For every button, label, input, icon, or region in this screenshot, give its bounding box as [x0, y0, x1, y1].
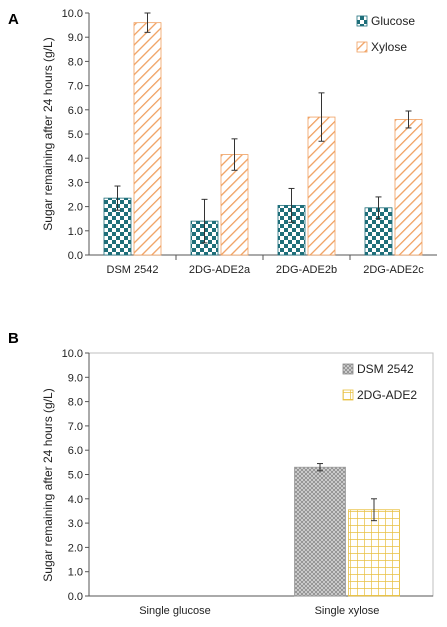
legend-label-2dg-ade2: 2DG-ADE2: [357, 388, 417, 402]
error-bar-glucose-2dg-ade2a: [201, 198, 208, 244]
panel-a-y-tick-label: 6.0: [68, 105, 83, 117]
panel-b-y-tick-label: 10.0: [62, 348, 83, 360]
bar-xylose-2dg-ade2a: [220, 154, 249, 256]
panel-b-y-tick-label: 7.0: [68, 421, 83, 433]
error-bar-2dg-ade2-single-xylose: [371, 498, 377, 522]
error-bar-xylose-2dg-ade2b: [318, 92, 325, 142]
panel-b-y-tick-label: 6.0: [68, 445, 83, 457]
legend-swatch-xylose: [356, 41, 368, 53]
legend-label-xylose: Xylose: [371, 40, 407, 54]
error-bar-xylose-2dg-ade2a: [231, 138, 238, 171]
legend-swatch-2dg-ade2: [342, 389, 354, 401]
panel-a-legend: Glucose Xylose: [356, 14, 415, 54]
legend-label-dsm-2542: DSM 2542: [357, 362, 414, 376]
bar-xylose-2dg-ade2c: [394, 119, 423, 256]
panel-a-y-tick-label: 2.0: [68, 202, 83, 214]
bar-xylose-dsm-2542: [133, 22, 162, 256]
panel-a: A Sugar remaining after 24 hours (g/L) 0…: [8, 8, 437, 276]
panel-a-x-tick-label: 2DG-ADE2b: [276, 264, 337, 276]
error-bar-glucose-dsm-2542: [114, 185, 121, 211]
panel-b-legend: DSM 2542 2DG-ADE2: [342, 362, 417, 402]
panel-a-label: A: [8, 11, 19, 28]
error-bar-glucose-2dg-ade2c: [375, 196, 382, 220]
panel-b-label: B: [8, 330, 19, 347]
panel-b-y-axis-label: Sugar remaining after 24 hours (g/L): [41, 388, 55, 581]
panel-a-y-tick-label: 7.0: [68, 81, 83, 93]
panel-a-axes: 0.0 1.0 2.0 3.0 4.0 5.0 6.0 7.0 8.0 9.0 10.0 DSM 25…: [62, 8, 437, 276]
panel-a-bars: [103, 12, 423, 256]
panel-a-x-tick-label: DSM 2542: [107, 264, 159, 276]
panel-a-x-tick-label: 2DG-ADE2a: [189, 264, 251, 276]
bar-dsm-2542-single-xylose: [294, 466, 346, 597]
panel-a-y-tick-label: 4.0: [68, 153, 83, 165]
error-bar-dsm-2542-single-xylose: [317, 463, 323, 472]
bar-2dg-ade2-single-xylose: [348, 509, 400, 597]
panel-a-y-tick-label: 3.0: [68, 177, 83, 189]
panel-a-y-tick-label: 8.0: [68, 56, 83, 68]
error-bar-xylose-2dg-ade2c: [405, 110, 412, 129]
panel-b-bars: [294, 463, 400, 597]
panel-b: B Sugar remaining after 24 hours (g/L) 0…: [8, 330, 434, 617]
panel-a-x-tick-label: 2DG-ADE2c: [363, 264, 424, 276]
panel-b-y-tick-label: 1.0: [68, 567, 83, 579]
legend-swatch-glucose: [356, 15, 368, 27]
panel-b-y-tick-label: 9.0: [68, 372, 83, 384]
error-bar-glucose-2dg-ade2b: [288, 187, 295, 223]
panel-a-y-tick-label: 9.0: [68, 32, 83, 44]
panel-b-y-tick-label: 4.0: [68, 494, 83, 506]
panel-a-y-tick-label: 0.0: [68, 250, 83, 262]
legend-label-glucose: Glucose: [371, 14, 415, 28]
panel-a-y-axis-label: Sugar remaining after 24 hours (g/L): [41, 37, 55, 230]
panel-b-y-tick-label: 5.0: [68, 470, 83, 482]
panel-b-y-tick-label: 2.0: [68, 542, 83, 554]
panel-b-x-tick-label: Single xylose: [315, 605, 380, 617]
panel-b-y-tick-label: 8.0: [68, 397, 83, 409]
panel-b-y-tick-label: 0.0: [68, 591, 83, 603]
panel-a-y-tick-label: 1.0: [68, 226, 83, 238]
panel-b-x-tick-label: Single glucose: [139, 605, 211, 617]
panel-b-y-tick-label: 3.0: [68, 518, 83, 530]
panel-a-y-tick-label: 5.0: [68, 129, 83, 141]
legend-swatch-dsm-2542: [342, 363, 354, 375]
error-bar-xylose-dsm-2542: [144, 12, 151, 33]
panel-a-y-tick-label: 10.0: [62, 8, 83, 20]
